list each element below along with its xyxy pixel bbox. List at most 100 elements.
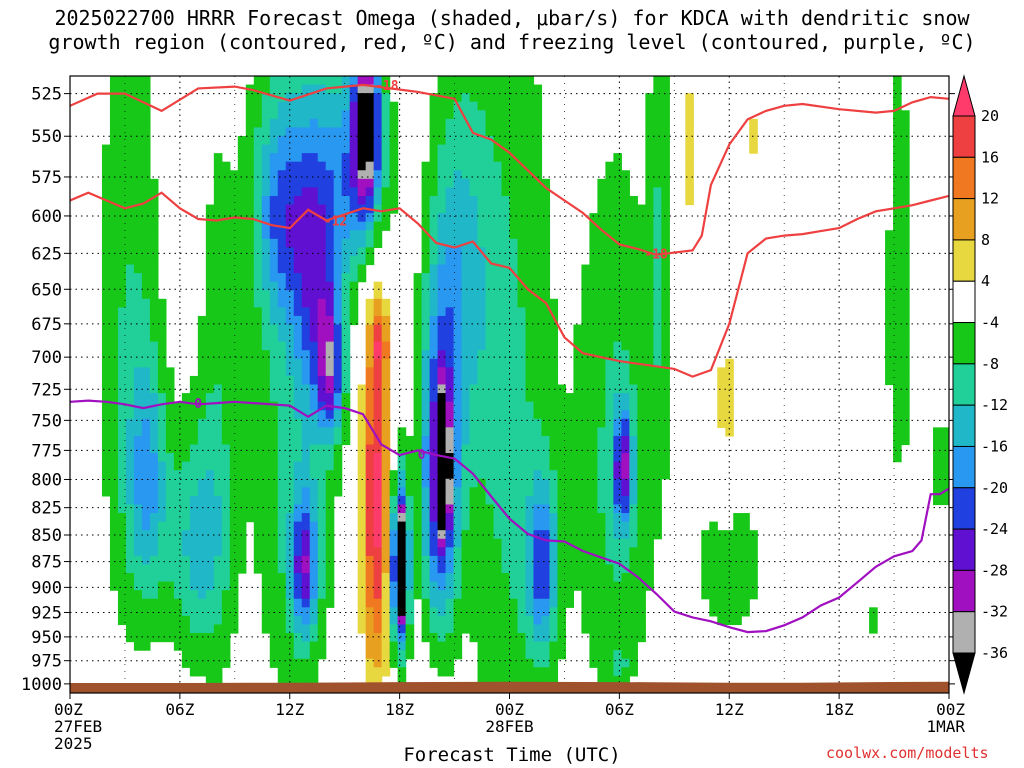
omega-cell <box>517 453 527 463</box>
omega-cell <box>341 367 351 377</box>
omega-cell <box>213 461 223 471</box>
omega-cell <box>557 581 567 591</box>
omega-cell <box>493 641 503 651</box>
omega-cell <box>541 273 551 283</box>
omega-cell <box>205 581 215 591</box>
omega-cell <box>245 504 255 514</box>
omega-cell <box>285 547 295 557</box>
omega-cell <box>269 247 279 257</box>
omega-cell <box>557 521 567 531</box>
omega-cell <box>461 470 471 480</box>
omega-cell <box>213 555 223 566</box>
omega-cell <box>141 410 151 420</box>
omega-cell <box>229 495 239 506</box>
omega-cell <box>253 487 263 497</box>
omega-cell <box>149 367 159 377</box>
omega-cell <box>181 427 191 437</box>
omega-cell <box>613 161 622 171</box>
omega-cell <box>621 230 630 240</box>
omega-cell <box>109 410 119 420</box>
omega-cell <box>133 393 143 403</box>
omega-cell <box>485 264 495 274</box>
omega-cell <box>341 264 351 274</box>
omega-cell <box>189 470 199 480</box>
omega-cell <box>213 633 223 643</box>
omega-cell <box>413 298 423 308</box>
omega-cell <box>501 213 511 223</box>
omega-cell <box>485 573 495 583</box>
omega-cell <box>141 478 151 488</box>
omega-cell <box>445 204 455 214</box>
omega-cell <box>581 513 591 523</box>
omega-cell <box>381 418 391 428</box>
omega-cell <box>485 187 495 197</box>
omega-cell <box>429 478 439 488</box>
omega-cell <box>437 255 447 266</box>
omega-cell <box>901 118 910 129</box>
colorbar-label: -24 <box>981 520 1008 538</box>
omega-cell <box>437 84 447 94</box>
omega-cell <box>477 118 487 129</box>
omega-cell <box>261 453 271 463</box>
omega-cell <box>381 453 391 463</box>
omega-cell <box>709 555 718 566</box>
omega-cell <box>317 187 327 197</box>
omega-cell <box>701 590 710 600</box>
omega-cell <box>189 667 199 677</box>
omega-cell <box>301 110 311 120</box>
omega-cell <box>261 435 271 446</box>
omega-cell <box>501 675 511 686</box>
omega-cell <box>333 153 343 163</box>
omega-cell <box>477 144 487 154</box>
omega-cell <box>157 384 167 394</box>
omega-cell <box>125 161 135 171</box>
omega-cell <box>205 573 215 583</box>
omega-cell <box>661 341 670 351</box>
y-tick-label: 750 <box>31 411 62 431</box>
omega-cell <box>517 127 527 137</box>
omega-cell <box>205 401 215 411</box>
omega-cell <box>597 367 606 377</box>
omega-cell <box>213 281 223 291</box>
omega-cell <box>509 478 519 488</box>
omega-cell <box>437 418 447 428</box>
omega-cell <box>469 487 479 497</box>
omega-cell <box>653 418 662 428</box>
omega-cell <box>613 470 622 480</box>
omega-cell <box>213 624 223 634</box>
omega-cell <box>493 444 503 454</box>
omega-cell <box>221 170 231 180</box>
omega-cell <box>221 598 231 608</box>
omega-cell <box>285 513 295 523</box>
omega-cell <box>613 538 622 548</box>
omega-cell <box>541 427 551 437</box>
omega-cell <box>117 307 127 317</box>
omega-cell <box>309 504 319 514</box>
omega-cell <box>509 495 519 506</box>
omega-cell <box>173 573 183 583</box>
omega-cell <box>277 658 287 668</box>
omega-cell <box>189 573 199 583</box>
omega-cell <box>381 170 391 180</box>
omega-cell <box>405 598 415 608</box>
omega-cell <box>581 530 591 540</box>
omega-cell <box>533 667 543 677</box>
omega-cell <box>621 495 630 506</box>
omega-cell <box>549 530 559 540</box>
omega-cell <box>373 641 383 651</box>
omega-cell <box>389 187 399 197</box>
omega-cell <box>141 144 151 154</box>
omega-cell <box>613 581 622 591</box>
omega-cell <box>381 93 391 103</box>
omega-cell <box>213 307 223 317</box>
omega-cell <box>253 290 263 300</box>
omega-cell <box>325 590 335 600</box>
omega-cell <box>565 470 575 480</box>
omega-cell <box>589 547 598 557</box>
omega-cell <box>373 607 383 617</box>
omega-cell <box>629 555 638 566</box>
omega-cell <box>485 76 495 86</box>
omega-cell <box>597 401 606 411</box>
omega-cell <box>893 273 902 283</box>
